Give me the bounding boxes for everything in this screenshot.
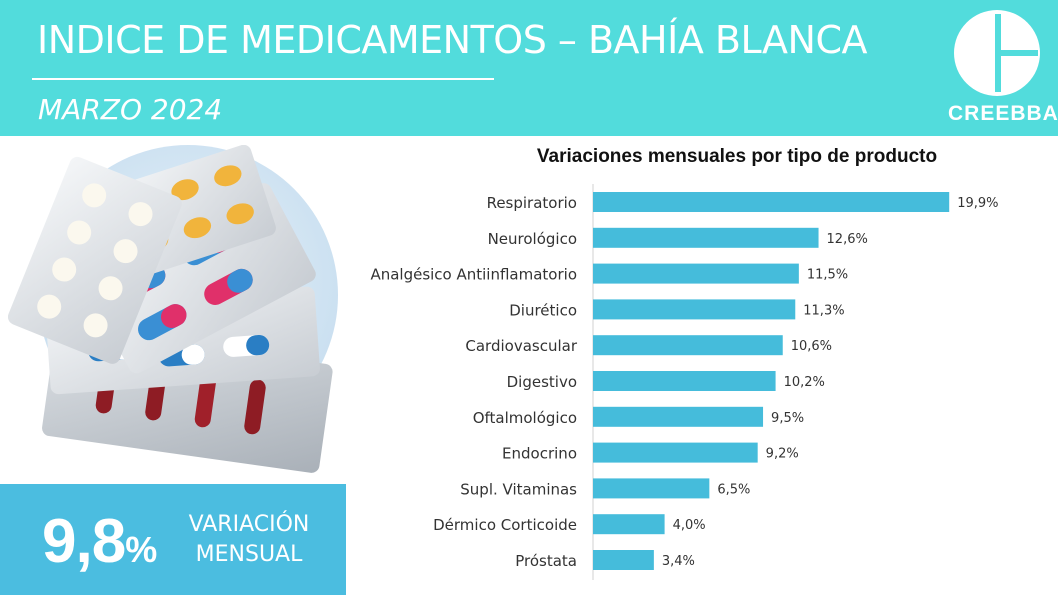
category-label: Diurético [509, 301, 577, 319]
category-label: Analgésico Antiinflamatorio [370, 266, 577, 284]
category-label: Supl. Vitaminas [460, 480, 577, 498]
bar-value-label: 4,0% [673, 518, 706, 533]
bar [593, 263, 799, 284]
bar-value-label: 10,2% [784, 375, 825, 390]
bar-value-label: 9,2% [766, 447, 799, 462]
category-label: Respiratorio [487, 194, 577, 212]
bar-value-label: 9,5% [771, 411, 804, 426]
bar [593, 478, 710, 499]
bar [593, 299, 796, 320]
logo-text: CREEBBA [948, 102, 1058, 125]
bar [593, 442, 758, 463]
title-divider [32, 78, 494, 80]
bar-value-label: 6,5% [717, 482, 750, 497]
page-subtitle: MARZO 2024 [38, 93, 223, 126]
bar-value-label: 11,5% [807, 268, 848, 283]
product-variation-bar-chart: Respiratorio 19,9% Neurológico 12,6% Analgés… [370, 184, 999, 580]
bar [593, 335, 783, 356]
bar [593, 550, 654, 570]
chart-title: Variaciones mensuales por tipo de produc… [536, 146, 938, 167]
bar [593, 371, 776, 391]
bar [593, 227, 819, 248]
bar [593, 406, 764, 427]
medication-pills-illustration [8, 145, 338, 473]
category-label: Endocrino [502, 445, 577, 463]
monthly-variation-value: 9,8% [42, 507, 157, 576]
category-label: Dérmico Corticoide [433, 516, 577, 534]
bar-value-label: 11,3% [803, 303, 844, 318]
creebba-logo-icon [954, 10, 1040, 96]
header-banner: INDICE DE MEDICAMENTOS – BAHÍA BLANCA MA… [0, 0, 1058, 136]
page-title: INDICE DE MEDICAMENTOS – BAHÍA BLANCA [37, 18, 867, 62]
bar-value-label: 10,6% [791, 339, 832, 354]
bar [593, 192, 950, 212]
bar-value-label: 12,6% [827, 232, 868, 247]
bar [593, 514, 665, 535]
monthly-variation-label: VARIACIÓN MENSUAL [188, 512, 310, 567]
category-label: Próstata [515, 552, 577, 570]
category-label: Neurológico [488, 230, 577, 248]
category-label: Cardiovascular [465, 337, 577, 355]
category-label: Digestivo [507, 373, 577, 391]
bar-value-label: 3,4% [662, 554, 695, 569]
monthly-variation-card: 9,8% VARIACIÓN MENSUAL [0, 484, 346, 595]
bar-value-label: 19,9% [957, 196, 998, 211]
category-label: Oftalmológico [473, 409, 577, 427]
